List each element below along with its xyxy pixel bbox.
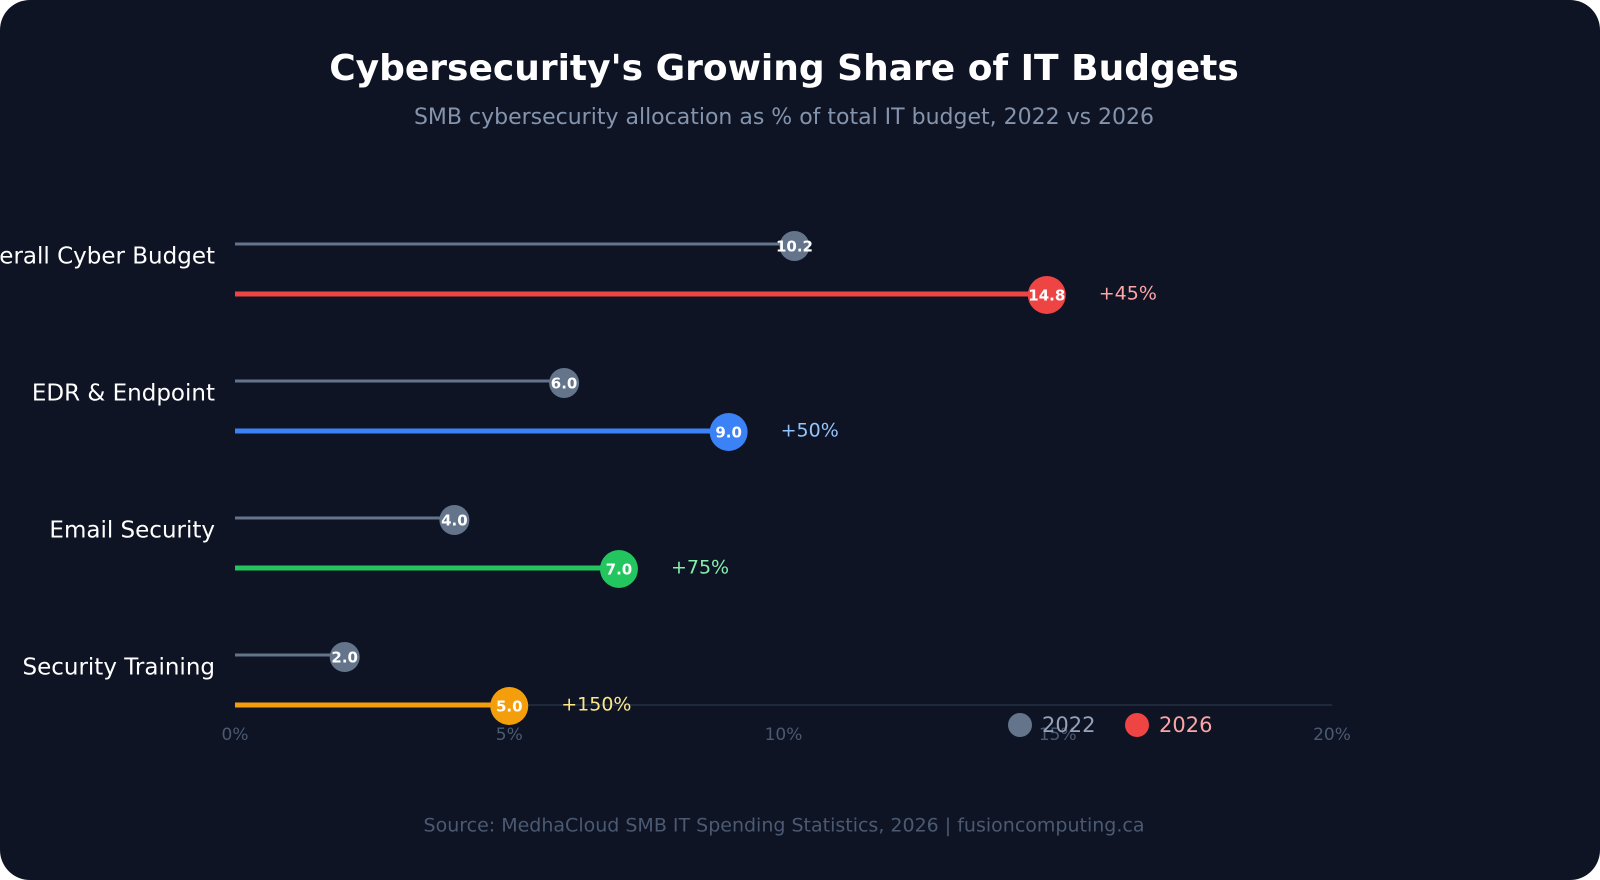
- x-tick-label: 0%: [222, 725, 249, 745]
- x-tick-label: 10%: [765, 725, 803, 745]
- category-label: Email Security: [49, 518, 215, 544]
- dot: [329, 642, 360, 672]
- change-label: +150%: [561, 694, 631, 716]
- legend-marker: [1008, 713, 1032, 737]
- x-tick-label: 20%: [1313, 725, 1351, 745]
- source: Source: MedhaCloud SMB IT Spending Stati…: [424, 815, 1145, 837]
- x-tick-label: 5%: [496, 725, 523, 745]
- category-label: Security Training: [22, 655, 215, 681]
- chart-subtitle: SMB cybersecurity allocation as % of tot…: [414, 105, 1154, 130]
- dot: [439, 505, 470, 535]
- value-label: 4.0: [441, 512, 468, 530]
- dot: [709, 413, 748, 451]
- change-label: +50%: [781, 420, 839, 442]
- dot: [1027, 276, 1066, 314]
- value-label: 5.0: [496, 698, 523, 716]
- value-label: 7.0: [606, 561, 633, 579]
- value-label: 14.8: [1028, 287, 1065, 305]
- dot: [549, 368, 580, 398]
- dot: [490, 687, 529, 725]
- value-label: 9.0: [715, 424, 742, 442]
- value-label: 10.2: [776, 238, 813, 256]
- chart-title: Cybersecurity's Growing Share of IT Budg…: [329, 48, 1239, 89]
- dot: [599, 550, 638, 588]
- x-tick-label: 15%: [1039, 725, 1077, 745]
- legend-label: 2022: [1042, 713, 1095, 737]
- legend-label: 2026: [1159, 713, 1212, 737]
- legend-marker: [1125, 713, 1149, 737]
- category-label: EDR & Endpoint: [32, 381, 215, 407]
- category-label: Overall Cyber Budget: [0, 244, 215, 270]
- value-label: 2.0: [331, 649, 358, 667]
- dot: [779, 231, 810, 261]
- change-label: +45%: [1099, 283, 1157, 305]
- change-label: +75%: [671, 557, 729, 579]
- value-label: 6.0: [551, 375, 578, 393]
